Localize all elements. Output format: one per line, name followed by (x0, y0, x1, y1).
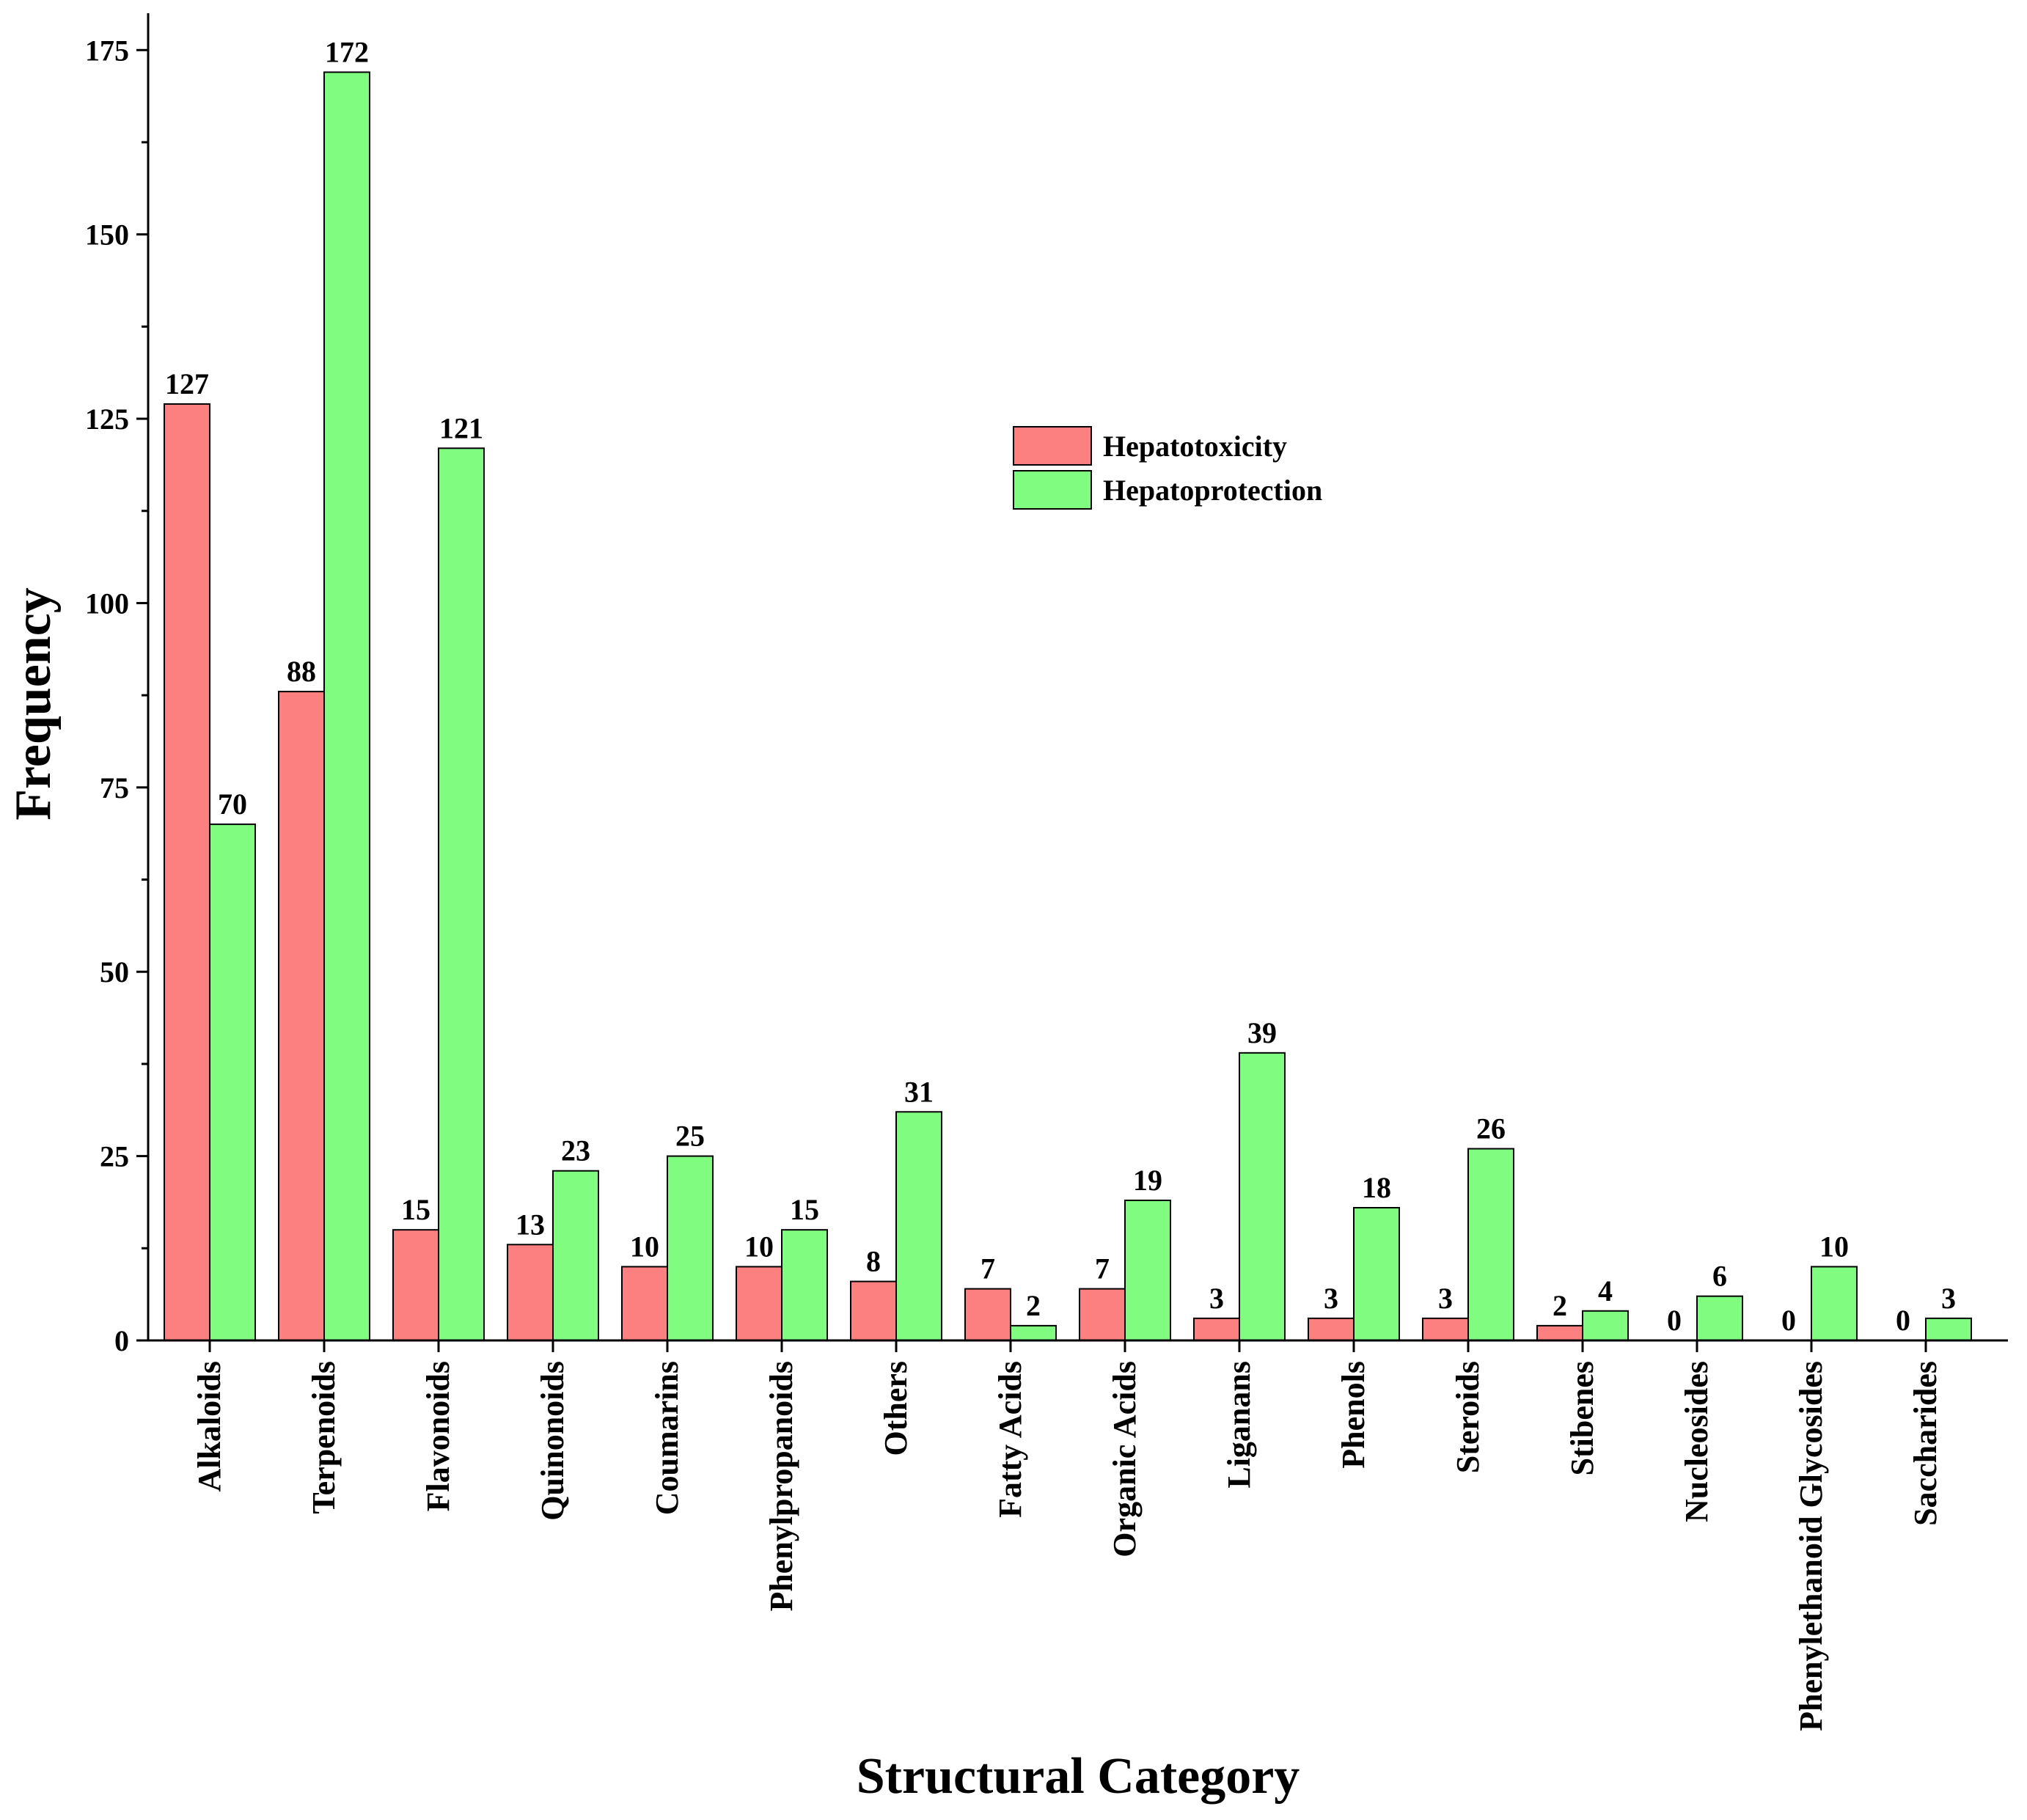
data-label-hepatotoxicity-others: 8 (866, 1245, 881, 1278)
bar-hepatotoxicity-steroids (1422, 1317, 1469, 1342)
legend-label-hepatoprotection: Hepatoprotection (1103, 474, 1322, 507)
data-label-hepatoprotection-phenols: 18 (1362, 1171, 1391, 1204)
bar-hepatotoxicity-phenols (1308, 1317, 1355, 1342)
x-tick-label-phenols: Phenols (1335, 1361, 1371, 1469)
data-label-hepatoprotection-organic-acids: 19 (1133, 1164, 1162, 1197)
y-tick-label-75: 75 (100, 771, 129, 804)
x-tick-label-stibenes: Stibenes (1564, 1361, 1600, 1475)
bar-hepatotoxicity-coumarins (621, 1266, 668, 1342)
data-label-hepatotoxicity-phenols: 3 (1324, 1282, 1338, 1315)
data-labels-layer: 1277088172151211323102510158317271933931… (165, 35, 1956, 1337)
data-label-hepatotoxicity-stibenes: 2 (1553, 1289, 1567, 1322)
x-tick-label-quinonoids: Quinonoids (535, 1361, 571, 1521)
y-tick-label-100: 100 (85, 587, 129, 620)
bar-hepatotoxicity-phenylpropanoids (736, 1266, 782, 1342)
bar-hepatotoxicity-terpenoids (278, 691, 325, 1341)
bar-hepatoprotection-nucleosides (1696, 1295, 1743, 1341)
y-tick-label-25: 25 (100, 1140, 129, 1173)
data-label-hepatotoxicity-organic-acids: 7 (1095, 1252, 1110, 1285)
legend-swatch-hepatotoxicity (1013, 426, 1092, 466)
bar-hepatoprotection-liganans (1239, 1052, 1286, 1342)
x-tick-label-steroids: Steroids (1450, 1361, 1486, 1473)
x-tick-label-phenylpropanoids: Phenylpropanoids (763, 1361, 799, 1612)
data-label-hepatoprotection-steroids: 26 (1476, 1112, 1506, 1145)
data-label-hepatotoxicity-flavonoids: 15 (401, 1193, 430, 1226)
data-label-hepatoprotection-saccharides: 3 (1941, 1282, 1956, 1315)
x-tick-label-flavonoids: Flavonoids (420, 1361, 456, 1511)
bar-hepatotoxicity-fatty-acids (964, 1288, 1011, 1341)
data-label-hepatoprotection-phenylpropanoids: 15 (790, 1193, 819, 1226)
data-label-hepatoprotection-flavonoids: 121 (439, 411, 483, 444)
y-tick-label-175: 175 (85, 34, 129, 67)
bar-hepatoprotection-saccharides (1925, 1317, 1972, 1342)
x-tick-label-fatty-acids: Fatty Acids (992, 1361, 1028, 1518)
bar-hepatoprotection-coumarins (667, 1155, 714, 1341)
data-label-hepatotoxicity-alkaloids: 127 (165, 367, 209, 400)
bar-hepatoprotection-terpenoids (323, 71, 370, 1341)
bar-hepatoprotection-organic-acids (1124, 1199, 1171, 1342)
x-tick-label-alkaloids: Alkaloids (191, 1361, 227, 1492)
legend-swatch-hepatoprotection (1013, 470, 1092, 510)
bar-hepatoprotection-alkaloids (209, 823, 256, 1341)
data-label-hepatotoxicity-fatty-acids: 7 (980, 1252, 995, 1285)
bar-hepatoprotection-phenylpropanoids (781, 1229, 828, 1341)
data-label-hepatotoxicity-phenylethanoid-glycosides: 0 (1781, 1304, 1796, 1337)
bar-hepatotoxicity-stibenes (1536, 1324, 1583, 1342)
x-tick-label-nucleosides: Nucleosides (1679, 1361, 1715, 1522)
bar-hepatoprotection-quinonoids (552, 1170, 599, 1341)
x-tick-label-saccharides: Saccharides (1907, 1361, 1943, 1526)
x-tick-label-liganans: Liganans (1221, 1361, 1257, 1489)
data-label-hepatoprotection-nucleosides: 6 (1712, 1260, 1727, 1293)
data-label-hepatotoxicity-saccharides: 0 (1896, 1304, 1910, 1337)
x-axis-title: Structural Category (857, 1748, 1300, 1805)
x-tick-label-organic-acids: Organic Acids (1107, 1361, 1143, 1557)
data-label-hepatotoxicity-terpenoids: 88 (287, 655, 316, 688)
bar-hepatoprotection-fatty-acids (1010, 1324, 1057, 1342)
axes-layer: Alkaloids Terpenoids Flavonoids Quinonoids C… (85, 13, 2008, 1731)
data-label-hepatotoxicity-phenylpropanoids: 10 (744, 1230, 774, 1263)
bar-hepatotoxicity-flavonoids (392, 1229, 439, 1341)
data-label-hepatoprotection-liganans: 39 (1247, 1016, 1277, 1049)
data-label-hepatoprotection-phenylethanoid-glycosides: 10 (1819, 1230, 1849, 1263)
data-label-hepatoprotection-stibenes: 4 (1598, 1274, 1613, 1307)
bar-hepatotoxicity-liganans (1193, 1317, 1240, 1342)
data-label-hepatotoxicity-nucleosides: 0 (1667, 1304, 1682, 1337)
bar-hepatotoxicity-others (850, 1280, 897, 1341)
data-label-hepatoprotection-coumarins: 25 (675, 1120, 705, 1153)
data-label-hepatoprotection-others: 31 (904, 1075, 934, 1108)
bar-hepatoprotection-steroids (1467, 1148, 1514, 1341)
x-tick-label-terpenoids: Terpenoids (306, 1361, 342, 1514)
y-tick-label-150: 150 (85, 219, 129, 252)
y-axis-title: Frequency (5, 587, 62, 821)
data-label-hepatotoxicity-steroids: 3 (1438, 1282, 1453, 1315)
data-label-hepatotoxicity-quinonoids: 13 (516, 1208, 545, 1241)
bars-layer (164, 71, 1972, 1342)
bar-hepatotoxicity-organic-acids (1079, 1288, 1126, 1341)
data-label-hepatotoxicity-liganans: 3 (1209, 1282, 1224, 1315)
bar-hepatoprotection-phenols (1353, 1207, 1400, 1341)
legend: Hepatotoxicity Hepatoprotection (1013, 426, 1322, 510)
legend-label-hepatotoxicity: Hepatotoxicity (1103, 430, 1287, 463)
data-label-hepatotoxicity-coumarins: 10 (630, 1230, 659, 1263)
bar-hepatoprotection-flavonoids (438, 447, 485, 1341)
data-label-hepatoprotection-fatty-acids: 2 (1026, 1289, 1041, 1322)
y-tick-label-50: 50 (100, 955, 129, 988)
x-tick-label-phenylethanoid-glycosides: Phenylethanoid Glycosides (1793, 1361, 1829, 1731)
bar-hepatotoxicity-quinonoids (507, 1244, 554, 1342)
bar-hepatoprotection-stibenes (1582, 1310, 1629, 1342)
bar-hepatoprotection-others (895, 1111, 942, 1342)
x-tick-label-others: Others (878, 1361, 914, 1456)
data-label-hepatoprotection-alkaloids: 70 (218, 788, 247, 821)
bar-hepatoprotection-phenylethanoid-glycosides (1811, 1266, 1858, 1342)
y-tick-label-125: 125 (85, 403, 129, 436)
data-label-hepatoprotection-terpenoids: 172 (325, 35, 369, 68)
x-tick-label-coumarins: Coumarins (649, 1361, 685, 1515)
bar-hepatotoxicity-alkaloids (164, 403, 210, 1341)
y-tick-label-0: 0 (114, 1324, 129, 1357)
data-label-hepatoprotection-quinonoids: 23 (561, 1134, 590, 1167)
